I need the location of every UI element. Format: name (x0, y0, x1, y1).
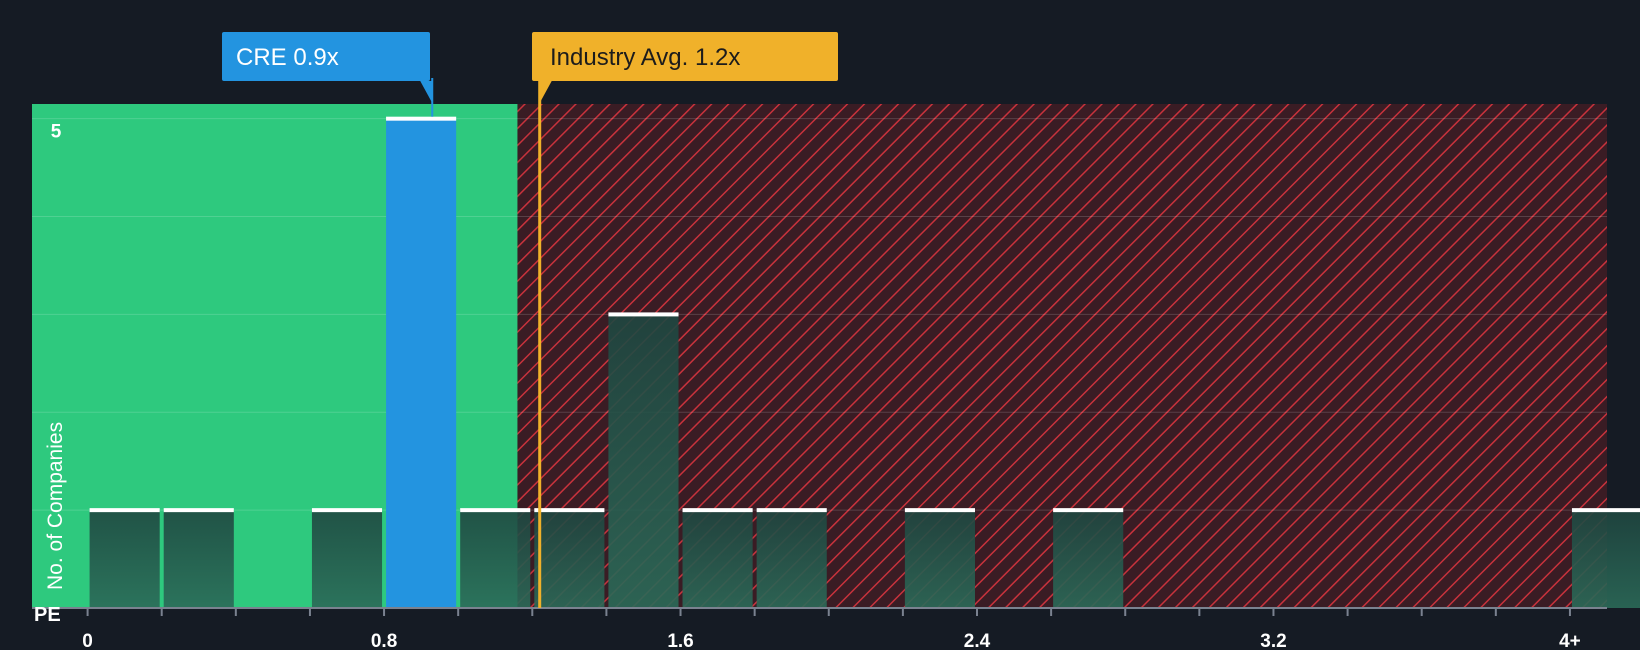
y-tick-label: 5 (51, 122, 62, 143)
bar-company (386, 118, 457, 608)
bar-cap (1571, 508, 1640, 513)
bars-group (89, 116, 1640, 608)
bar-cap (89, 508, 160, 513)
x-tick-label: 1.6 (667, 631, 693, 650)
bar-cap (608, 312, 679, 317)
x-tick-label: 0.8 (371, 631, 397, 650)
y-ticks: 5 (51, 122, 62, 143)
bar (534, 510, 605, 608)
bar (89, 510, 160, 608)
x-tick-label: 3.2 (1260, 631, 1286, 650)
x-ticks: 0 0.8 1.6 2.4 3.2 4+ (82, 608, 1581, 650)
company-callout-pointer (420, 81, 433, 103)
industry-callout-label: Industry Avg. 1.2x (550, 44, 740, 71)
bar (1571, 510, 1640, 608)
x-tick-label: 2.4 (964, 631, 991, 650)
bar-cap (534, 508, 605, 513)
bar-cap (904, 508, 975, 513)
industry-callout-box (532, 32, 838, 81)
bar-cap (386, 116, 457, 121)
bar-cap (311, 508, 383, 513)
bar-cap (682, 508, 753, 513)
bar (608, 314, 679, 608)
bar-cap (756, 508, 827, 513)
industry-callout-pointer (539, 81, 552, 103)
x-tick-label: 4+ (1559, 631, 1581, 650)
company-callout-box (222, 32, 430, 81)
bar-cap (163, 508, 234, 513)
x-tick-label: 0 (82, 631, 93, 650)
bar (311, 510, 383, 608)
x-axis-title: PE (34, 604, 61, 626)
bar (904, 510, 975, 608)
bar (460, 510, 531, 608)
y-axis-title: No. of Companies (44, 422, 67, 590)
bar (163, 510, 234, 608)
bar (682, 510, 753, 608)
bar (1053, 510, 1124, 608)
bar (756, 510, 827, 608)
company-callout-label: CRE 0.9x (236, 44, 339, 71)
bar-cap (460, 508, 531, 513)
callouts: CRE 0.9x Industry Avg. 1.2x (222, 32, 838, 608)
bar-cap (1053, 508, 1124, 513)
